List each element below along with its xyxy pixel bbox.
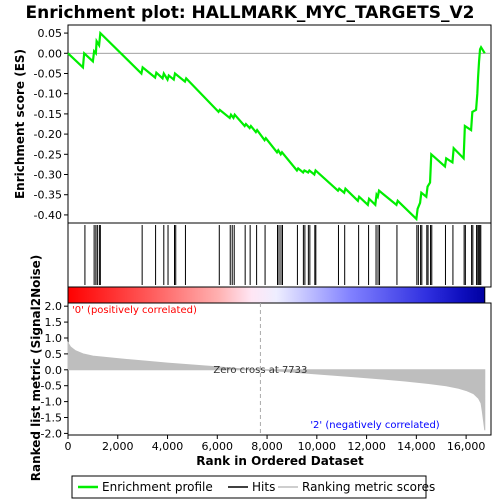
x-tick-label: 4,000	[152, 440, 184, 453]
ranked-metric-panel: 2.0 1.5 1.0 0.5 0.0 -0.5 -1.0 -1.5 -2.0 '0' (pos…	[29, 255, 492, 482]
hits-panel	[67, 222, 492, 288]
chart-title: Enrichment plot: HALLMARK_MYC_TARGETS_V2	[26, 3, 475, 23]
legend-frame	[71, 475, 427, 499]
es-y-tick-label: -0.05	[34, 67, 62, 80]
es-y-axis-label: Enrichment score (ES)	[13, 49, 27, 199]
x-tick-label: 12,000	[347, 440, 386, 453]
legend-label-hits: Hits	[252, 480, 275, 494]
x-axis: 0 2,000 4,000 6,000 8,000 10,000 12,000 14,000 1…	[65, 435, 486, 453]
x-tick-label: 10,000	[298, 440, 337, 453]
es-y-tick-label: 0.00	[38, 47, 63, 60]
enrichment-profile-line	[67, 30, 486, 222]
legend-label-enrichment-profile: Enrichment profile	[102, 480, 213, 494]
metric-y-tick-label: -0.5	[41, 380, 62, 393]
es-y-tick-label: -0.20	[34, 128, 62, 141]
zero-cross-label: Zero cross at 7733	[213, 365, 307, 376]
ranking-color-bar	[67, 286, 486, 304]
es-y-tick-label: -0.40	[34, 209, 62, 222]
x-tick-label: 2,000	[102, 440, 134, 453]
metric-y-tick-label: 2.0	[45, 300, 63, 313]
metric-y-tick-label: -1.0	[41, 396, 62, 409]
es-y-tick-label: -0.35	[34, 189, 62, 202]
es-y-tick-label: 0.05	[38, 27, 63, 40]
x-tick-label: 14,000	[397, 440, 436, 453]
metric-y-tick-label: 1.5	[45, 316, 63, 329]
es-y-tick-label: -0.30	[34, 169, 62, 182]
metric-y-axis-label: Ranked list metric (Signal2Noise)	[29, 255, 43, 482]
hits-marks	[84, 225, 482, 285]
es-y-axis: 0.05 0.00 -0.05 -0.10 -0.15 -0.20 -0.25 -0.30 -0…	[34, 27, 68, 222]
metric-y-tick-label: 0.5	[45, 348, 63, 361]
legend: Enrichment profile Hits Ranking metric s…	[71, 475, 435, 499]
legend-label-ranking-metric: Ranking metric scores	[302, 480, 435, 494]
es-panel-frame	[67, 24, 492, 224]
metric-y-tick-label: -1.5	[41, 412, 62, 425]
metric-y-tick-label: 0.0	[45, 364, 63, 377]
es-y-tick-label: -0.15	[34, 108, 62, 121]
metric-y-axis: 2.0 1.5 1.0 0.5 0.0 -0.5 -1.0 -1.5 -2.0	[41, 300, 68, 440]
metric-y-tick-label: 1.0	[45, 332, 63, 345]
x-axis-label: Rank in Ordered Dataset	[196, 454, 364, 468]
es-y-tick-label: -0.25	[34, 148, 62, 161]
es-panel: 0.05 0.00 -0.05 -0.10 -0.15 -0.20 -0.25 -0.30 -0…	[13, 24, 492, 224]
x-tick-label: 0	[65, 440, 72, 453]
es-y-tick-label: -0.10	[34, 88, 62, 101]
x-tick-label: 16,000	[447, 440, 486, 453]
positive-correlation-label: '0' (positively correlated)	[72, 305, 197, 316]
x-tick-label: 6,000	[202, 440, 234, 453]
metric-y-tick-label: -2.0	[41, 427, 62, 440]
ranked-metric-frame	[67, 302, 492, 436]
ranking-metric-area	[67, 340, 486, 431]
negative-correlation-label: '2' (negatively correlated)	[310, 420, 439, 431]
x-tick-label: 8,000	[251, 440, 283, 453]
